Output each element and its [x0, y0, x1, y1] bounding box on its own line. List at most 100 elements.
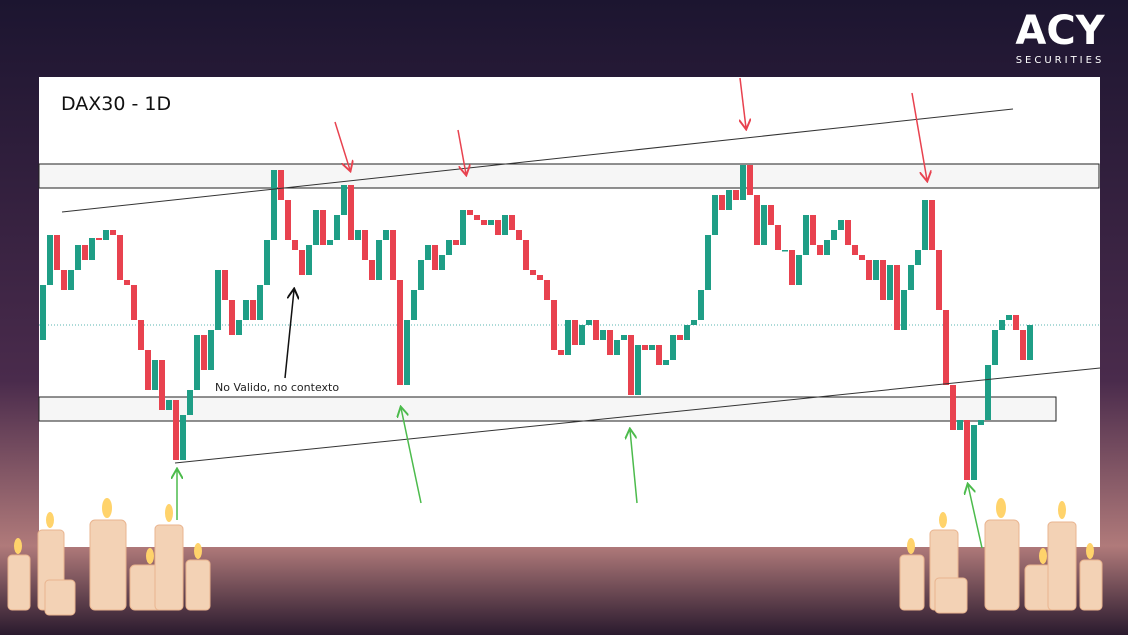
candle-body — [824, 240, 830, 255]
candle-body — [901, 290, 907, 330]
candle-body — [775, 225, 781, 250]
candle-body — [985, 365, 991, 420]
candle-body — [670, 335, 676, 360]
candle-body — [838, 220, 844, 230]
candle-body — [404, 320, 410, 385]
candle-decoration — [7, 519, 1103, 616]
candle-body — [138, 320, 144, 350]
plot-area — [39, 77, 1100, 547]
candle-body — [565, 320, 571, 355]
candle-body — [831, 230, 837, 240]
candle-body — [733, 190, 739, 200]
candle-body — [719, 195, 725, 210]
candle-body — [572, 320, 578, 345]
candle-body — [61, 270, 67, 290]
candle-body — [474, 215, 480, 220]
candle-body — [789, 250, 795, 285]
candle-body — [523, 240, 529, 270]
candle-body — [369, 260, 375, 280]
candle-body — [859, 255, 865, 260]
candle-body — [950, 385, 956, 430]
candle-body — [278, 170, 284, 200]
chart-title: DAX30 - 1D — [61, 93, 171, 115]
candle-body — [194, 335, 200, 390]
candle-body — [439, 255, 445, 270]
candle-body — [446, 240, 452, 255]
candle-body — [145, 350, 151, 390]
candle-body — [348, 185, 354, 240]
candle-body — [117, 235, 123, 280]
logo-tagline: SECURITIES — [1016, 55, 1105, 66]
candle-body — [215, 270, 221, 330]
candle-body — [173, 400, 179, 460]
candle-body — [495, 220, 501, 235]
candle-body — [747, 165, 753, 195]
candle-body — [187, 390, 193, 415]
candle-body — [817, 245, 823, 255]
candle-body — [558, 350, 564, 355]
candle-body — [75, 245, 81, 270]
candle-body — [894, 265, 900, 330]
candles — [40, 165, 1033, 480]
candle-body — [873, 260, 879, 280]
trend-line — [174, 367, 1101, 464]
candle-body — [887, 265, 893, 300]
candle-body — [943, 310, 949, 385]
candle-body — [47, 235, 53, 285]
candle-body — [705, 235, 711, 290]
candle-body — [544, 280, 550, 300]
candle-body — [845, 220, 851, 245]
candle-body — [390, 230, 396, 280]
candle-body — [397, 280, 403, 385]
flames — [14, 498, 1094, 564]
candle-body — [481, 220, 487, 225]
resistance-zone — [38, 163, 1100, 189]
candle-body — [852, 245, 858, 255]
candle-body — [810, 215, 816, 245]
candle-body — [957, 420, 963, 430]
candle-body — [292, 240, 298, 250]
candle-body — [425, 245, 431, 260]
candle-body — [96, 238, 102, 240]
candle-body — [229, 300, 235, 335]
candle-body — [306, 245, 312, 275]
candle-body — [334, 215, 340, 240]
candle-body — [530, 270, 536, 275]
candle-body — [628, 335, 634, 395]
candle-body — [691, 320, 697, 325]
candle-body — [355, 230, 361, 240]
candle-body — [222, 270, 228, 300]
candle-body — [677, 335, 683, 340]
candle-body — [159, 360, 165, 410]
candle-body — [89, 238, 95, 260]
candle-body — [152, 360, 158, 390]
candle-body — [621, 335, 627, 340]
candle-body — [257, 285, 263, 320]
candle-body — [180, 415, 186, 460]
candle-body — [236, 320, 242, 335]
candle-body — [362, 230, 368, 260]
candle-body — [607, 330, 613, 355]
candle-body — [488, 220, 494, 225]
candle-body — [201, 335, 207, 370]
candle-body — [264, 240, 270, 285]
candle-body — [509, 215, 515, 230]
candle-body — [208, 330, 214, 370]
candle-body — [82, 245, 88, 260]
candle-body — [782, 250, 788, 252]
logo: ACY — [1015, 8, 1105, 54]
support-zone — [38, 396, 1057, 422]
candle-body — [600, 330, 606, 340]
candle-body — [516, 230, 522, 240]
candle-body — [103, 230, 109, 240]
candle-body — [649, 345, 655, 350]
candle-body — [1006, 315, 1012, 320]
candle-body — [250, 300, 256, 320]
candle-body — [110, 230, 116, 235]
candle-body — [285, 200, 291, 240]
candle-body — [936, 250, 942, 310]
candle-body — [614, 340, 620, 355]
candle-body — [432, 245, 438, 270]
candle-body — [922, 200, 928, 250]
candle-body — [579, 325, 585, 345]
